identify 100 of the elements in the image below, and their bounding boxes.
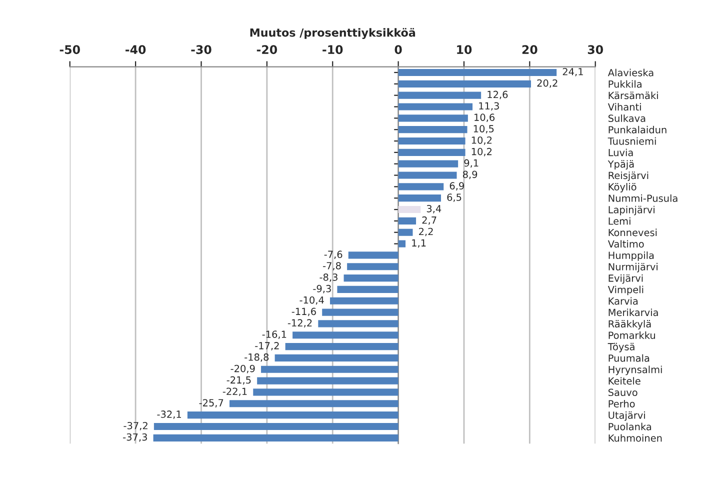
data-label: -37,2	[124, 422, 148, 430]
x-tick-label: 20	[522, 45, 538, 54]
data-label: 12,6	[488, 90, 508, 100]
data-label: 10,6	[474, 114, 495, 122]
data-label: 24,1	[562, 68, 583, 76]
y-tick-label: Kuhmoinen	[608, 434, 662, 442]
data-label: -32,1	[157, 410, 181, 419]
bar	[398, 206, 421, 214]
bar	[398, 137, 466, 145]
bar	[398, 68, 557, 76]
data-label: 2,2	[419, 228, 433, 236]
data-label: 20,2	[537, 79, 558, 88]
data-label: 3,4	[426, 204, 442, 214]
data-label: 6,9	[450, 182, 464, 190]
data-label: -9,3	[313, 284, 331, 294]
bar	[318, 320, 398, 328]
data-label: -21,5	[226, 376, 251, 385]
y-tick-label: Perho	[608, 400, 635, 408]
bar	[398, 183, 444, 190]
data-label: -12,2	[288, 319, 312, 328]
y-tick-label: Sulkava	[608, 114, 646, 122]
data-label: 9,1	[464, 159, 478, 168]
data-label: -7,8	[323, 262, 341, 270]
data-label: -10,4	[300, 296, 324, 305]
bar	[337, 286, 398, 293]
bar	[398, 103, 473, 110]
y-tick-label: Puumala	[608, 354, 650, 362]
x-tick-label: -10	[322, 45, 343, 54]
y-tick-label: Ypäjä	[608, 160, 634, 170]
x-tick-label: -20	[256, 45, 278, 54]
y-tick-label: Nummi-Pusula	[608, 194, 678, 202]
data-label: 1,1	[412, 239, 426, 248]
data-label: -20,9	[230, 364, 255, 374]
data-label: -37,3	[123, 433, 147, 442]
bar	[330, 297, 398, 304]
y-tick-label: Konnevesi	[608, 228, 657, 236]
y-tick-label: Merikarvia	[608, 308, 658, 316]
y-tick-label: Nurmijärvi	[608, 262, 658, 272]
bar	[285, 343, 398, 350]
x-tick-label: 0	[394, 45, 402, 54]
y-tick-label: Tuusniemi	[608, 137, 656, 145]
bar	[398, 126, 468, 134]
bar	[398, 240, 406, 248]
y-tick-label: Evijärvi	[608, 274, 643, 284]
y-tick-label: Pomarkku	[608, 331, 655, 339]
y-tick-label: Humppila	[608, 252, 654, 261]
y-tick-label: Rääkkylä	[608, 320, 651, 330]
data-label: 8,9	[462, 170, 478, 180]
x-tick-label: 10	[457, 45, 472, 54]
bar	[253, 388, 398, 396]
y-tick-label: Lapinjärvi	[608, 206, 654, 216]
bar	[187, 412, 398, 419]
data-label: 6,5	[447, 194, 462, 202]
data-label: -11,6	[292, 308, 316, 316]
y-tick-label: Punkalaidun	[608, 126, 666, 134]
bar	[398, 217, 416, 224]
bar	[398, 80, 531, 88]
data-label: -7,6	[324, 250, 342, 260]
y-tick-label: Luvia	[608, 148, 633, 156]
bar	[154, 422, 398, 430]
bar	[398, 172, 457, 179]
bar	[398, 92, 482, 99]
x-tick-label: -30	[191, 45, 212, 54]
data-label: 10,2	[472, 136, 492, 145]
y-tick-label: Puolanka	[608, 422, 652, 430]
x-tick-label: -50	[60, 45, 80, 54]
bar	[398, 228, 413, 236]
data-label: -22,1	[222, 388, 247, 396]
bar	[398, 148, 466, 156]
bar	[261, 366, 398, 373]
x-tick-label: -40	[126, 45, 146, 54]
y-tick-label: Sauvo	[608, 388, 638, 396]
bar	[292, 332, 398, 339]
data-label: -8,3	[320, 274, 338, 282]
bar	[398, 194, 441, 202]
bar	[153, 434, 398, 442]
bar	[398, 160, 458, 168]
data-label: -25,7	[199, 399, 224, 408]
y-tick-label: Keitele	[608, 377, 640, 385]
y-tick-label: Valtimo	[608, 240, 644, 248]
y-tick-label: Lemi	[608, 217, 630, 225]
data-label: 10,2	[472, 148, 492, 156]
y-tick-label: Utajärvi	[608, 411, 645, 421]
y-tick-label: Vimpeli	[608, 286, 644, 296]
y-tick-label: Töysä	[608, 342, 634, 352]
data-label: 2,7	[422, 216, 436, 225]
bar	[398, 114, 468, 122]
y-tick-label: Vihanti	[608, 103, 641, 111]
data-label: 10,5	[474, 125, 494, 134]
bar	[347, 263, 398, 270]
bar	[344, 274, 398, 282]
data-label: -16,1	[262, 330, 286, 339]
y-tick-label: Pukkila	[608, 80, 642, 88]
data-label: -18,8	[244, 353, 269, 362]
y-tick-label: Reisjärvi	[608, 172, 648, 181]
bar	[257, 377, 398, 384]
y-tick-label: Alavieska	[608, 68, 654, 76]
bar	[322, 308, 398, 316]
bar	[274, 354, 398, 362]
data-label: -17,2	[255, 342, 279, 350]
